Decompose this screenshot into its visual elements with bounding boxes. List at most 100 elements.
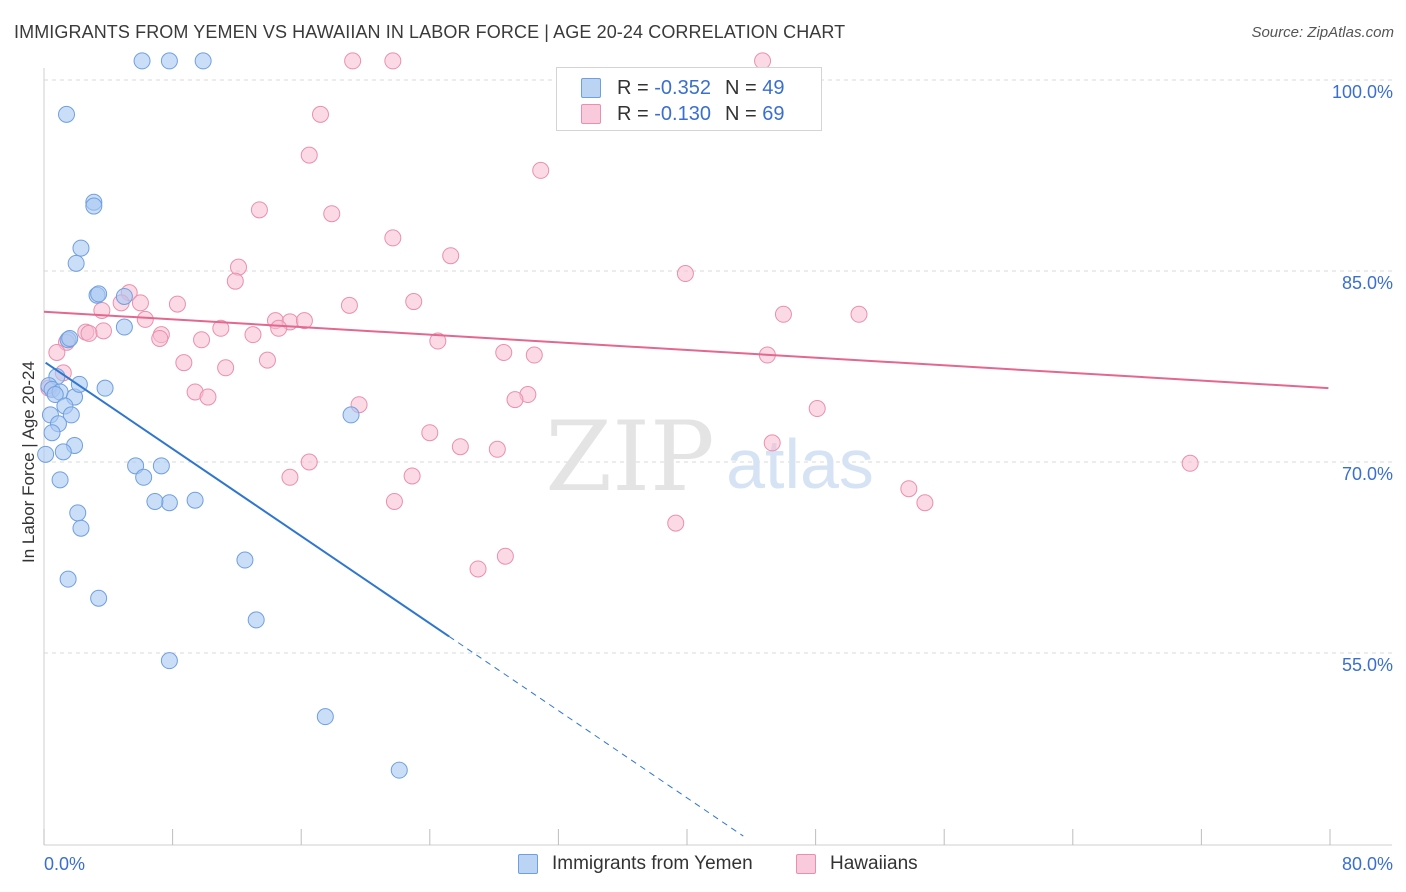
legend-n-label: N = <box>724 76 757 99</box>
legend-swatch-yemen <box>581 78 601 98</box>
hawaiians-point <box>48 343 66 361</box>
hawaiians-point <box>131 294 149 312</box>
hawaiians-point <box>136 310 154 328</box>
hawaiians-point <box>270 319 288 337</box>
legend-n-value-yemen: 49 <box>762 76 785 99</box>
bottom-legend-swatch-hawaiians <box>796 854 816 874</box>
hawaiians-point <box>295 312 313 330</box>
yemen-point <box>236 551 254 569</box>
hawaiians-point <box>429 332 447 350</box>
hawaiians-point <box>495 343 513 361</box>
y-axis-title: In Labor Force | Age 20-24 <box>19 361 38 563</box>
legend-r-value-yemen: -0.352 <box>654 76 711 99</box>
hawaiians-point <box>230 258 248 276</box>
yemen-point <box>90 589 108 607</box>
hawaiians-point <box>193 331 211 349</box>
y-tick-label: 70.0% <box>1342 464 1393 484</box>
yemen-point <box>390 761 408 779</box>
hawaiians-point <box>258 351 276 369</box>
yemen-point <box>146 492 164 510</box>
watermark: ZIP atlas <box>545 401 874 513</box>
bottom-legend-hawaiians: Hawaiians <box>796 851 918 877</box>
yemen-point <box>316 708 334 726</box>
yemen-trend-extension <box>448 636 744 837</box>
hawaiians-point <box>94 322 112 340</box>
stats-legend: R = -0.352 N = 49 R = -0.130 N = 69 <box>556 67 822 131</box>
hawaiians-point <box>1181 454 1199 472</box>
hawaiians-point <box>168 295 186 313</box>
hawaiians-point <box>217 359 235 377</box>
hawaiians-point <box>676 265 694 283</box>
yemen-point <box>96 379 114 397</box>
yemen-point <box>54 443 72 461</box>
hawaiians-point <box>405 293 423 311</box>
bottom-legend-label-yemen: Immigrants from Yemen <box>552 853 753 874</box>
hawaiians-point <box>244 326 262 344</box>
hawaiians-point <box>80 324 98 342</box>
hawaiians-point <box>667 514 685 532</box>
hawaiians-point <box>808 400 826 418</box>
hawaiians-point <box>488 440 506 458</box>
yemen-point <box>51 471 69 489</box>
yemen-point <box>160 652 178 670</box>
legend-row-yemen: R = -0.352 N = 49 <box>581 76 784 100</box>
hawaiians-point <box>151 329 169 347</box>
hawaiians-point <box>311 105 329 123</box>
yemen-point <box>194 52 212 70</box>
hawaiians-point <box>212 319 230 337</box>
hawaiians-point <box>384 229 402 247</box>
yemen-point <box>62 406 80 424</box>
hawaiians-point <box>384 52 402 70</box>
yemen-point <box>59 570 77 588</box>
trend-lines <box>43 310 1329 837</box>
yemen-trend-line <box>45 361 450 638</box>
hawaiians-point <box>506 391 524 409</box>
yemen-point <box>135 468 153 486</box>
y-tick-label: 100.0% <box>1332 82 1393 102</box>
legend-r-value-hawaiians: -0.130 <box>654 102 711 125</box>
hawaiians-point <box>900 480 918 498</box>
hawaiians-point <box>175 354 193 372</box>
y-tick-label: 85.0% <box>1342 273 1393 293</box>
hawaiians-point <box>850 305 868 323</box>
yemen-point <box>69 504 87 522</box>
hawaiians-point <box>250 201 268 219</box>
yemen-point <box>72 239 90 257</box>
watermark-zip: ZIP <box>545 401 714 513</box>
yemen-point <box>133 52 151 70</box>
hawaiians-point <box>916 494 934 512</box>
yemen-point <box>67 254 85 272</box>
yemen-point <box>160 494 178 512</box>
hawaiians-point <box>525 346 543 364</box>
legend-n-label: N = <box>724 102 757 125</box>
hawaiians-point <box>300 146 318 164</box>
hawaiians-point <box>281 468 299 486</box>
yemen-point <box>342 406 360 424</box>
yemen-point <box>46 386 64 404</box>
legend-row-hawaiians: R = -0.130 N = 69 <box>581 102 784 126</box>
hawaiians-point <box>469 560 487 578</box>
yemen-point <box>115 287 133 305</box>
yemen-point <box>37 445 55 463</box>
hawaiians-point <box>442 247 460 265</box>
yemen-point <box>247 611 265 629</box>
axis-labels: 100.0% 85.0% 70.0% 55.0% 0.0% 80.0% In Labor F… <box>19 82 1393 874</box>
hawaiians-point <box>385 492 403 510</box>
yemen-point <box>152 457 170 475</box>
hawaiians-point <box>323 205 341 223</box>
legend-r-label: R = <box>617 102 649 125</box>
source-label: Source: ZipAtlas.com <box>1251 24 1394 41</box>
bottom-legend-label-hawaiians: Hawaiians <box>830 853 918 874</box>
hawaiians-point <box>344 52 362 70</box>
y-tick-label: 55.0% <box>1342 655 1393 675</box>
x-tick-label: 80.0% <box>1342 854 1393 874</box>
hawaiians-point <box>226 272 244 290</box>
yemen-point <box>43 424 61 442</box>
hawaiians-point <box>532 161 550 179</box>
yemen-point <box>58 105 76 123</box>
hawaiians-point <box>300 453 318 471</box>
x-tick-label: 0.0% <box>44 854 85 874</box>
legend-n-value-hawaiians: 69 <box>762 102 785 125</box>
hawaiians-point <box>421 424 439 442</box>
